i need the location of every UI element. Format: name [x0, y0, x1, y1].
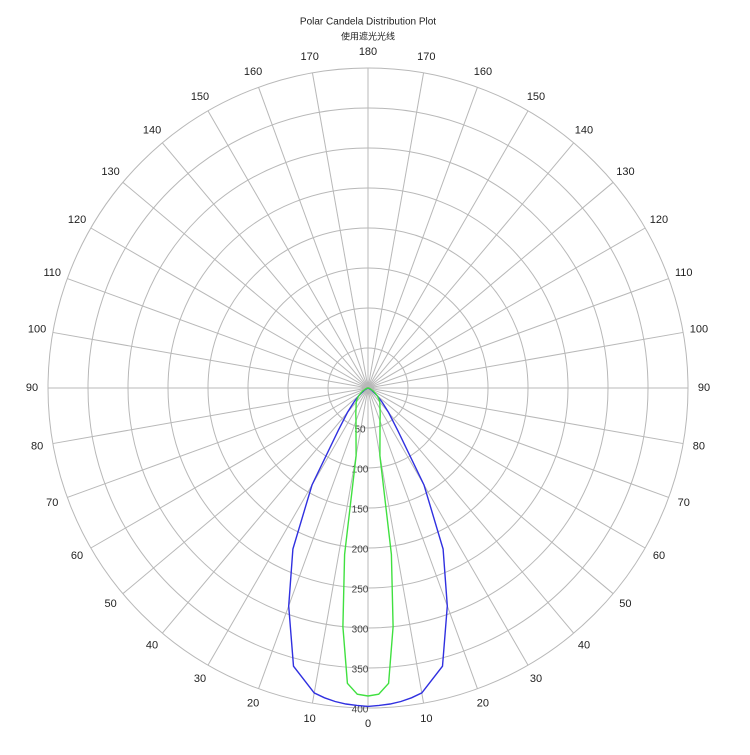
angle-label: 30 — [194, 673, 206, 685]
angle-label: 70 — [46, 497, 58, 509]
radial-label: 200 — [352, 545, 369, 556]
angle-label: 20 — [477, 698, 489, 710]
grid-spoke — [367, 331, 684, 389]
grid-spoke — [367, 387, 646, 549]
grid-spoke — [52, 331, 369, 389]
chart-title: Polar Candela Distribution Plot — [300, 17, 436, 28]
grid-spoke — [207, 110, 369, 389]
grid-spoke — [367, 87, 478, 389]
angle-label: 80 — [31, 440, 43, 452]
angle-label: 10 — [420, 713, 432, 725]
angle-label: 20 — [247, 698, 259, 710]
angle-label: 40 — [146, 639, 158, 651]
grid-spoke — [367, 387, 425, 704]
angle-label: 150 — [191, 91, 209, 103]
grid-spoke — [258, 87, 369, 389]
angle-label: 140 — [575, 125, 593, 137]
angle-label: 70 — [678, 497, 690, 509]
angle-label: 60 — [653, 550, 665, 562]
angle-label: 180 — [359, 46, 377, 58]
grid-spoke — [367, 181, 614, 389]
grid-spoke — [367, 142, 575, 389]
angle-label: 50 — [619, 598, 631, 610]
grid-spoke — [258, 387, 369, 689]
grid-spoke — [367, 387, 684, 445]
grid-spoke — [161, 387, 369, 634]
grid-spoke — [367, 72, 425, 389]
angle-label: 130 — [616, 166, 634, 178]
angle-label: 140 — [143, 125, 161, 137]
grid-spoke — [90, 227, 369, 389]
angle-label: 90 — [698, 382, 710, 394]
grid-spoke — [161, 142, 369, 389]
grid-spoke — [90, 387, 369, 549]
candela-curve — [342, 387, 369, 697]
angle-label: 110 — [675, 267, 693, 279]
angle-label: 90 — [26, 382, 38, 394]
angle-label: 40 — [578, 639, 590, 651]
grid-spoke — [122, 387, 369, 595]
grid-spoke — [367, 278, 669, 389]
radial-label: 350 — [352, 665, 369, 676]
angle-label: 150 — [527, 91, 545, 103]
angle-label: 30 — [530, 673, 542, 685]
grid-spoke — [367, 387, 614, 595]
angle-label: 10 — [304, 713, 316, 725]
radial-label: 250 — [352, 585, 369, 596]
grid-spoke — [367, 387, 669, 498]
radial-label: 50 — [354, 425, 366, 436]
grid-spoke — [52, 387, 369, 445]
angle-label: 120 — [650, 214, 668, 226]
radial-label: 300 — [352, 625, 369, 636]
radial-label: 400 — [352, 705, 369, 716]
grid-spoke — [67, 278, 369, 389]
chart-subtitle: 使用遮光光线 — [341, 30, 395, 41]
angle-label: 0 — [365, 718, 371, 730]
grid-spoke — [367, 387, 575, 634]
grid-spoke — [367, 387, 478, 689]
grid-spoke — [311, 72, 369, 389]
angle-label: 170 — [417, 51, 435, 63]
angle-label: 130 — [101, 166, 119, 178]
radial-label: 150 — [352, 505, 369, 516]
angle-label: 110 — [43, 267, 61, 279]
radial-label: 100 — [352, 465, 369, 476]
angle-label: 120 — [68, 214, 86, 226]
grid-spoke — [367, 110, 529, 389]
candela-curve — [367, 387, 394, 697]
angle-label: 160 — [474, 66, 492, 78]
grid-spoke — [367, 387, 529, 666]
angle-label: 100 — [690, 324, 708, 336]
angle-label: 80 — [693, 440, 705, 452]
angle-label: 100 — [28, 324, 46, 336]
grid-spoke — [67, 387, 369, 498]
angle-label: 50 — [104, 598, 116, 610]
angle-label: 60 — [71, 550, 83, 562]
angle-label: 160 — [244, 66, 262, 78]
grid-spoke — [311, 387, 369, 704]
grid-spoke — [207, 387, 369, 666]
grid-spoke — [367, 227, 646, 389]
grid-spoke — [122, 181, 369, 389]
angle-label: 170 — [300, 51, 318, 63]
